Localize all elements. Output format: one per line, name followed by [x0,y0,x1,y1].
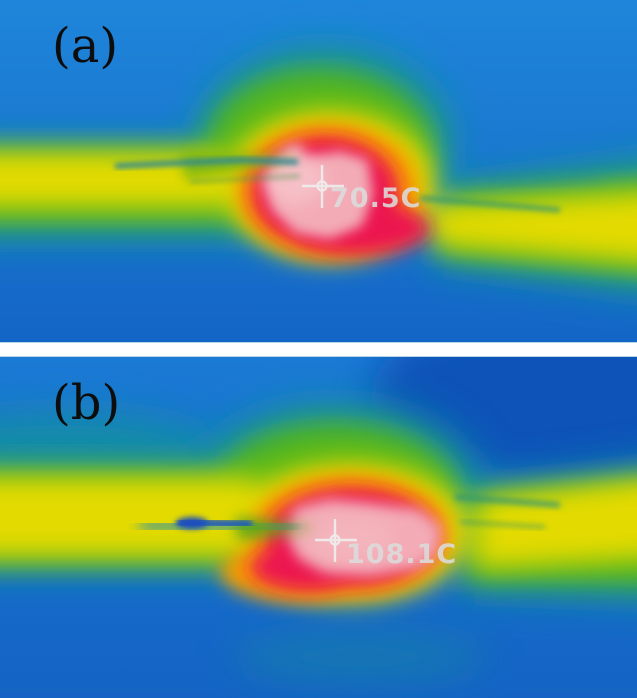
spot-temperature-a: 70.5C [330,183,421,214]
panel-label-b: (b) [52,375,120,431]
thermal-panel-b: 108.1C (b) [0,357,637,698]
thermal-gradient-layers-b [0,357,637,682]
spot-crosshair-a [302,165,344,208]
spot-temperature-b: 108.1C [346,539,457,570]
panel-divider [0,342,637,357]
thermal-gradient-layers-a [0,45,637,294]
thermal-panel-a: 70.5C (a) [0,0,637,342]
thermal-image-b: 108.1C (b) [0,357,637,698]
thermal-image-a: 70.5C (a) [0,0,637,342]
spot-crosshair-b [315,519,357,562]
panel-label-a: (a) [52,18,118,74]
